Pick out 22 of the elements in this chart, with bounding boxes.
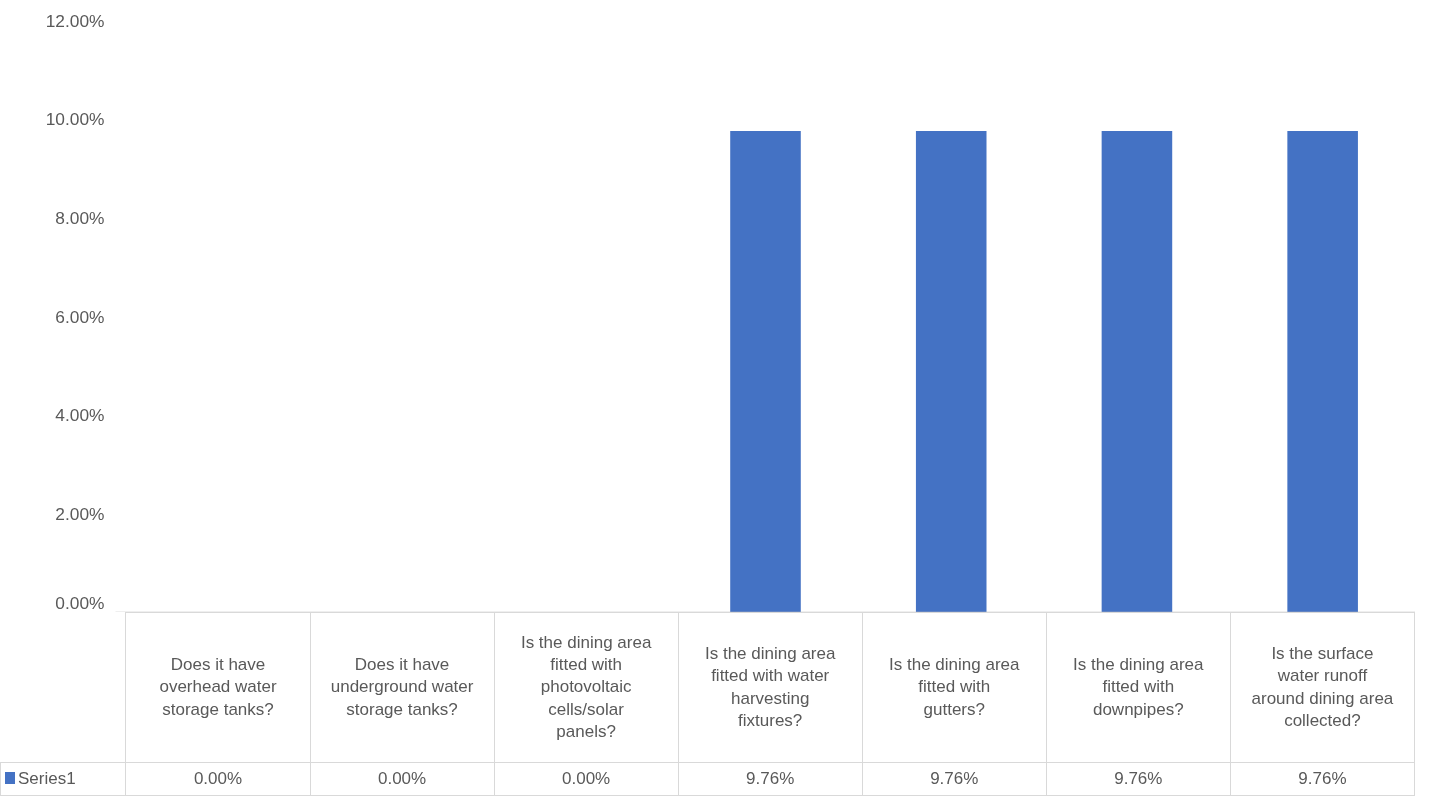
data-label: 9.76% <box>1046 762 1231 796</box>
legend-label: Series1 <box>0 762 126 796</box>
x-tick-label: Is the dining area fitted with water harvesting fixtures? <box>678 612 863 763</box>
y-tick-label: 6.00% <box>55 306 105 327</box>
x-tick-label: Does it have underground water storage tanks? <box>310 612 495 763</box>
y-tick-label: 0.00% <box>55 592 105 613</box>
data-label: 0.00% <box>125 762 311 796</box>
data-label: 9.76% <box>678 762 863 796</box>
x-tick-label: Is the dining area fitted with gutters? <box>862 612 1047 763</box>
data-label: 9.76% <box>1230 762 1415 796</box>
data-label: 0.00% <box>310 762 495 796</box>
y-tick-label: 2.00% <box>55 503 105 524</box>
y-tick-label: 12.00% <box>45 10 105 31</box>
y-tick-label: 4.00% <box>55 405 105 426</box>
x-tick-label: Is the dining area fitted with downpipes? <box>1046 612 1231 763</box>
data-label: 0.00% <box>494 762 679 796</box>
x-tick-label: Is the dining area fitted with photovoltaic cells/solar panels? <box>494 612 679 763</box>
x-tick-label: Is the surface water runoff around dining area collected? <box>1230 612 1415 763</box>
data-label: 9.76% <box>862 762 1047 796</box>
y-tick-label: 10.00% <box>45 109 105 130</box>
x-tick-label: Does it have overhead water storage tanks? <box>125 612 311 763</box>
y-tick-label: 8.00% <box>55 207 105 228</box>
